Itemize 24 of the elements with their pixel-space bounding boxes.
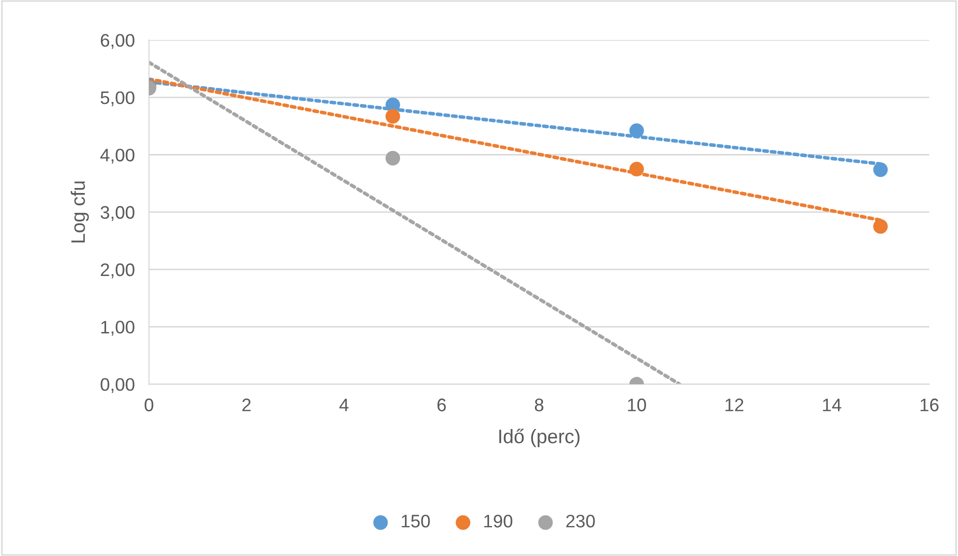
x-tick-label: 10 <box>628 398 646 412</box>
x-tick-label: 6 <box>437 398 446 412</box>
legend-label: 230 <box>566 514 595 528</box>
y-tick-label: 6,00 <box>100 34 134 49</box>
y-tick-label: 1,00 <box>101 320 134 336</box>
x-tick-label: 0 <box>144 398 154 412</box>
y-tick-label: 4,00 <box>100 148 134 164</box>
x-tick-label: 2 <box>242 398 251 412</box>
x-axis-title: Idő (perc) <box>499 428 580 448</box>
y-axis-title: Log cfu <box>70 182 89 242</box>
legend-label: 150 <box>402 514 430 528</box>
x-tick-label: 16 <box>920 398 939 412</box>
y-tick-label: 3,00 <box>100 206 134 221</box>
legend-label: 190 <box>484 514 512 528</box>
x-tick-label: 4 <box>339 398 349 412</box>
point <box>629 162 644 176</box>
point <box>629 123 644 138</box>
y-tick-label: 5,00 <box>100 91 134 106</box>
y-tick-label: 0,00 <box>100 378 134 394</box>
y-tick-label: 2,00 <box>100 263 134 278</box>
x-tick-label: 8 <box>534 398 544 412</box>
x-tick-label: 12 <box>726 398 744 412</box>
point <box>386 109 400 124</box>
x-tick-label: 14 <box>823 398 842 412</box>
